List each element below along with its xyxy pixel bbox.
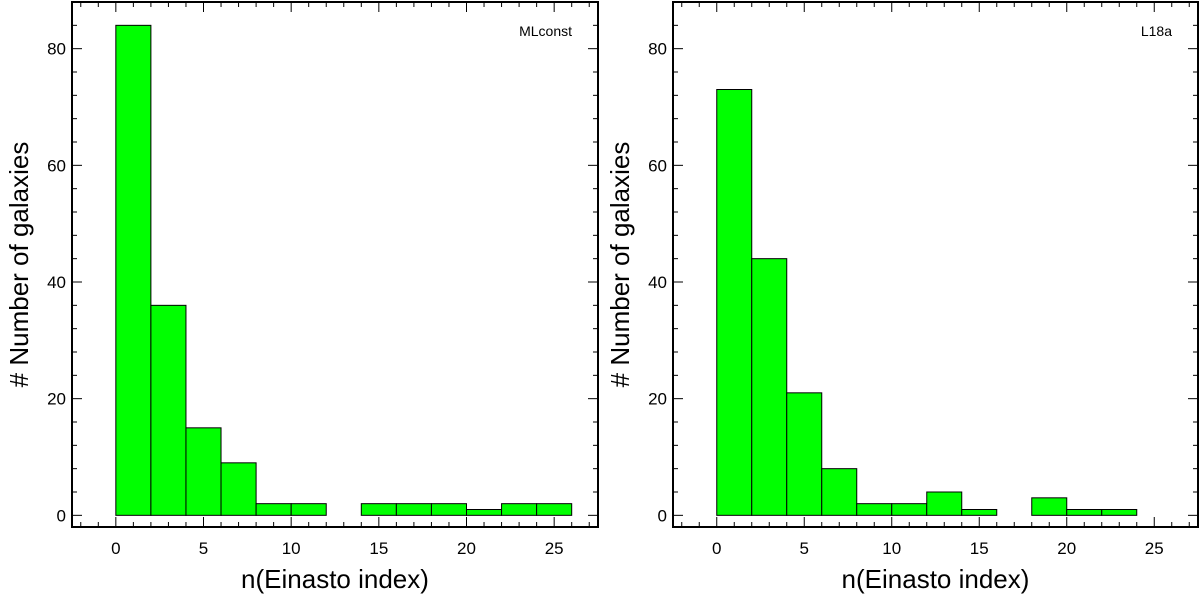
y-tick-label: 60 [648, 156, 667, 175]
x-tick-label: 0 [111, 539, 120, 558]
x-tick-label: 15 [970, 539, 989, 558]
histogram-bar [716, 89, 753, 516]
histogram-bar [185, 427, 222, 516]
x-tick-label: 5 [199, 539, 208, 558]
y-tick-label: 60 [47, 156, 66, 175]
histogram-bar [395, 503, 432, 516]
y-axis-title: # Number of galaxies [4, 142, 34, 388]
histogram-bar [891, 503, 928, 516]
y-axis-title: # Number of galaxies [605, 142, 635, 388]
histogram-bar [115, 24, 152, 516]
histogram-bar [430, 503, 467, 516]
histogram-bar [821, 468, 858, 516]
histogram-bar [751, 258, 788, 516]
y-tick-label: 40 [47, 273, 66, 292]
histogram-bar [856, 503, 893, 516]
histogram-bar [1031, 497, 1068, 516]
y-tick-label: 40 [648, 273, 667, 292]
histogram-bar [150, 304, 187, 516]
x-axis-title: n(Einasto index) [241, 564, 429, 594]
panel-label: L18a [1141, 23, 1172, 39]
histogram-bar [220, 462, 257, 516]
histogram-panel-1: 0 5 10 15 20 25 0 20 40 60 80 n(Einasto index) # Num… [4, 1, 599, 594]
histogram-bar [255, 503, 292, 516]
histogram-bar [290, 503, 327, 516]
y-tick-label: 80 [648, 40, 667, 59]
plot-frame [71, 1, 599, 528]
y-tick-label: 20 [648, 390, 667, 409]
histogram-bar [501, 503, 538, 516]
x-tick-label: 20 [1057, 539, 1076, 558]
y-tick-label: 20 [47, 390, 66, 409]
x-tick-label: 0 [712, 539, 721, 558]
histogram-bar [1101, 509, 1138, 516]
x-tick-label: 10 [882, 539, 901, 558]
x-tick-label: 10 [282, 539, 301, 558]
y-tick-label: 0 [57, 506, 66, 525]
histogram-bar [536, 503, 573, 516]
histogram-bar [786, 392, 823, 516]
histogram-bar [360, 503, 397, 516]
x-tick-label: 25 [545, 539, 564, 558]
plot-frame [672, 1, 1199, 528]
x-tick-label: 15 [369, 539, 388, 558]
histogram-bar [466, 509, 503, 516]
x-tick-label: 25 [1145, 539, 1164, 558]
y-tick-label: 0 [658, 506, 667, 525]
histogram-bar [1066, 509, 1103, 516]
x-tick-label: 20 [457, 539, 476, 558]
x-axis-title: n(Einasto index) [842, 564, 1030, 594]
x-tick-label: 5 [800, 539, 809, 558]
histogram-panel-2: 0 5 10 15 20 25 0 20 40 60 80 n(Einasto index) # Num… [605, 1, 1199, 594]
y-tick-label: 80 [47, 40, 66, 59]
panel-label: MLconst [519, 23, 572, 39]
histogram-bar [926, 491, 963, 516]
histogram-bar [961, 509, 998, 516]
